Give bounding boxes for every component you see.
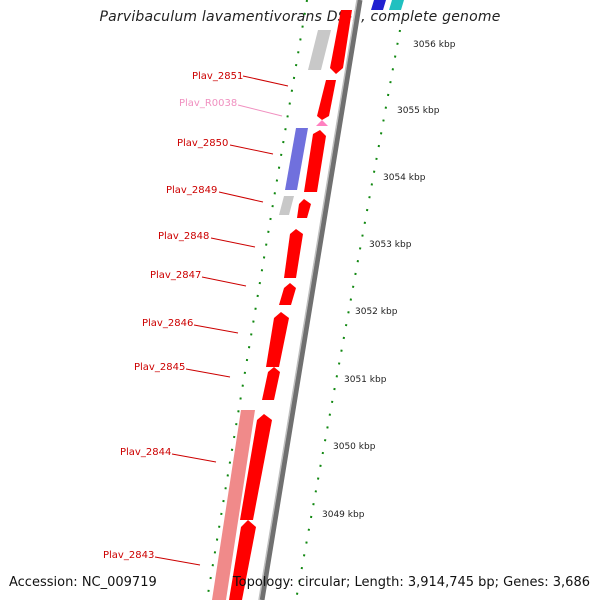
gene-label-plav-2846: Plav_2846 (142, 318, 193, 329)
scale-tick-label: 3050 kbp (333, 442, 376, 452)
cds-arrow-2850 (304, 130, 326, 192)
backbone (258, 0, 363, 600)
cds-arrow-2843 (229, 520, 256, 600)
pink-feature-2844 (212, 410, 255, 600)
gene-label-plav-2848: Plav_2848 (158, 231, 209, 242)
rna-feature-r0038 (316, 120, 328, 126)
topology-label: Topology: circular; Length: 3,914,745 bp… (232, 575, 590, 590)
cyan-feature-top (389, 0, 404, 10)
scale-tick-label: 3049 kbp (322, 510, 365, 520)
cds-arrow-2852 (330, 10, 352, 74)
gene-label-plav-2851: Plav_2851 (192, 71, 243, 82)
blue-feature-top (371, 0, 386, 10)
scale-tick-label: 3055 kbp (397, 106, 440, 116)
cds-arrow-2851 (317, 80, 336, 120)
cds-arrow-2846 (266, 312, 289, 367)
gene-label-plav-2843: Plav_2843 (103, 550, 154, 561)
gene-label-plav-r0038: Plav_R0038 (179, 98, 237, 109)
scale-tick-label: 3053 kbp (369, 240, 412, 250)
blue-feature-2850 (285, 128, 308, 190)
cds-arrow-2845 (262, 367, 280, 400)
cds-arrow-2844 (240, 414, 272, 520)
gray-feature-2849 (279, 196, 294, 215)
gray-feature-top (308, 30, 331, 70)
scale-tick-label: 3051 kbp (344, 375, 387, 385)
gene-label-plav-2844: Plav_2844 (120, 447, 171, 458)
gene-label-plav-2845: Plav_2845 (134, 362, 185, 373)
scale-tick-label: 3056 kbp (413, 40, 456, 50)
map-title: Parvibaculum lavamentivorans DS-1, compl… (99, 9, 501, 25)
accession-label: Accession: NC_009719 (9, 575, 157, 590)
gene-label-plav-2847: Plav_2847 (150, 270, 201, 281)
gene-label-plav-2850: Plav_2850 (177, 138, 228, 149)
dotted-guide-scale (295, 29, 401, 600)
cds-arrows (229, 10, 352, 600)
scale-tick-label: 3054 kbp (383, 173, 426, 183)
cds-arrow-2849 (297, 199, 311, 218)
cds-arrow-2847 (279, 283, 296, 305)
gene-labels: Plav_2851 Plav_R0038 Plav_2850 Plav_2849… (103, 71, 289, 566)
scale-tick-label: 3052 kbp (355, 307, 398, 317)
scale-ticks: 3056 kbp 3055 kbp 3054 kbp 3053 kbp 3052… (322, 40, 456, 520)
cds-arrow-2848 (284, 229, 303, 278)
gene-label-plav-2849: Plav_2849 (166, 185, 217, 196)
